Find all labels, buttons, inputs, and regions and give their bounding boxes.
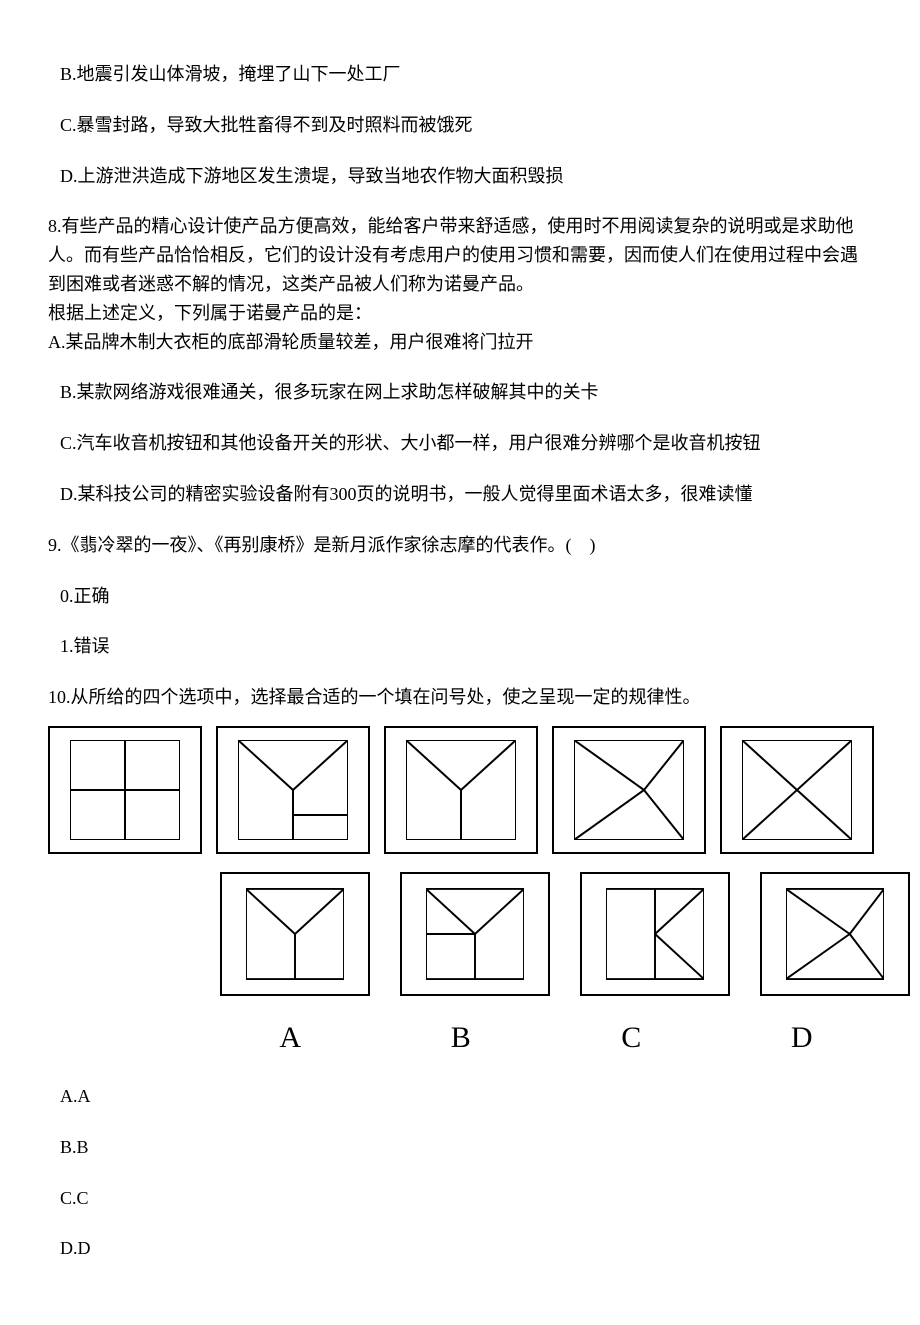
figure-box (552, 726, 706, 854)
figure-box (384, 726, 538, 854)
figure-box (220, 872, 370, 996)
q10-option-c: C.C (60, 1184, 872, 1213)
q10-stem: 10.从所给的四个选项中，选择最合适的一个填在问号处，使之呈现一定的规律性。 (48, 683, 872, 712)
label-b: B (391, 1014, 532, 1062)
figure-svg (246, 888, 344, 980)
label-d: D (732, 1014, 873, 1062)
figure-svg (406, 740, 516, 840)
q9-option-0: 0.正确 (60, 582, 872, 611)
q10-option-b: B.B (60, 1133, 872, 1162)
figure-box (48, 726, 202, 854)
figure-box (216, 726, 370, 854)
q9-option-1: 1.错误 (60, 632, 872, 661)
q8-option-d: D.某科技公司的精密实验设备附有300页的说明书，一般人觉得里面术语太多，很难读… (60, 480, 872, 509)
figure-box (760, 872, 910, 996)
figure-svg (786, 888, 884, 980)
figure-svg (574, 740, 684, 840)
q8-option-a: A.某品牌木制大衣柜的底部滑轮质量较差，用户很难将门拉开 (48, 328, 872, 357)
figure-box (580, 872, 730, 996)
q10-option-d: D.D (60, 1234, 872, 1263)
figure-box (400, 872, 550, 996)
q8-stem-1: 8.有些产品的精心设计使产品方便高效，能给客户带来舒适感，使用时不用阅读复杂的说… (48, 212, 872, 298)
figure-svg (742, 740, 852, 840)
figure-svg (70, 740, 180, 840)
q8-stem-2: 根据上述定义，下列属于诺曼产品的是： (48, 299, 872, 328)
figure-box (720, 726, 874, 854)
q7-option-d: D.上游泄洪造成下游地区发生溃堤，导致当地农作物大面积毁损 (60, 162, 872, 191)
figure-svg (238, 740, 348, 840)
q10-answers-row (220, 872, 872, 996)
q9-stem: 9.《翡冷翠的一夜》、《再别康桥》是新月派作家徐志摩的代表作。( ) (48, 531, 872, 560)
figure-svg (606, 888, 704, 980)
q7-option-b: B.地震引发山体滑坡，掩埋了山下一处工厂 (60, 60, 872, 89)
q10-sequence-row (48, 726, 872, 854)
q7-option-c: C.暴雪封路，导致大批牲畜得不到及时照料而被饿死 (60, 111, 872, 140)
q8-option-c: C.汽车收音机按钮和其他设备开关的形状、大小都一样，用户很难分辨哪个是收音机按钮 (60, 429, 872, 458)
label-a: A (220, 1014, 361, 1062)
figure-svg (426, 888, 524, 980)
q10-answer-labels: A B C D (220, 1014, 872, 1062)
q8-option-b: B.某款网络游戏很难通关，很多玩家在网上求助怎样破解其中的关卡 (60, 378, 872, 407)
q10-option-a: A.A (60, 1082, 872, 1111)
label-c: C (561, 1014, 702, 1062)
